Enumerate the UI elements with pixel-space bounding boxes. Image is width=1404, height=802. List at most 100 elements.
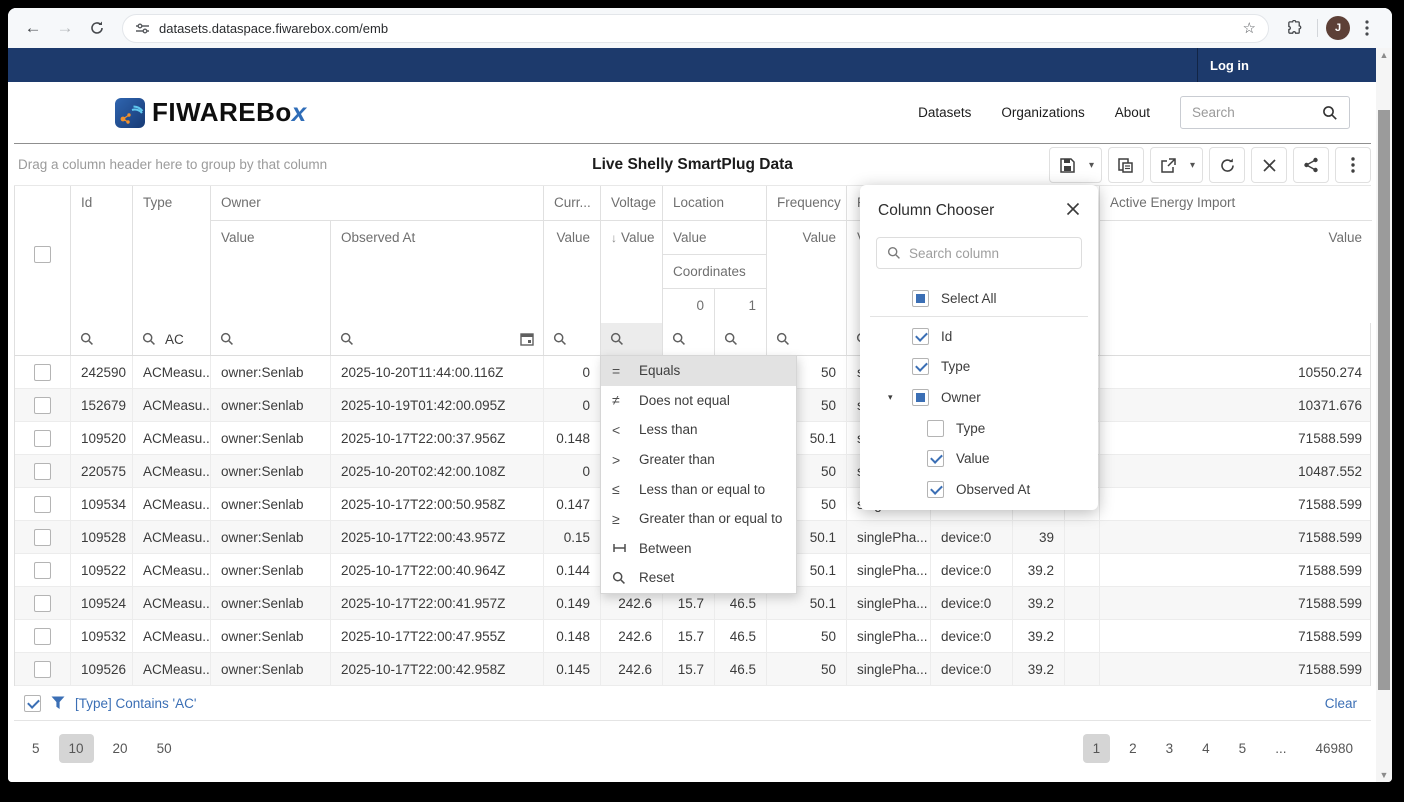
- filter-cell-observed_at[interactable]: [331, 323, 544, 355]
- search-icon[interactable]: [610, 332, 624, 346]
- menu-item-greater-than[interactable]: > Greater than: [601, 445, 796, 475]
- column-header-current-value[interactable]: Value: [544, 221, 601, 323]
- menu-item-less-than[interactable]: < Less than: [601, 415, 796, 445]
- chooser-checkbox[interactable]: [912, 289, 929, 307]
- extensions-icon[interactable]: [1279, 13, 1309, 43]
- chooser-checkbox[interactable]: [912, 388, 929, 406]
- browser-menu-icon[interactable]: [1352, 13, 1382, 43]
- reload-icon[interactable]: [82, 13, 112, 43]
- page-2[interactable]: 2: [1129, 740, 1137, 756]
- search-icon[interactable]: [80, 332, 94, 346]
- column-header-active-energy-value[interactable]: Value: [1100, 221, 1372, 323]
- row-checkbox[interactable]: [34, 561, 51, 579]
- chooser-item-owner[interactable]: ▾ Owner: [888, 385, 981, 409]
- save-button[interactable]: ▾: [1048, 147, 1102, 183]
- chooser-item-id[interactable]: Id: [912, 324, 952, 348]
- scroll-down-icon[interactable]: ▼: [1379, 770, 1389, 780]
- page-1[interactable]: 1: [1082, 733, 1111, 763]
- site-search-input[interactable]: Search: [1180, 96, 1350, 129]
- share-button[interactable]: [1293, 147, 1329, 183]
- menu-item-less-than-or-equal-to[interactable]: ≤ Less than or equal to: [601, 474, 796, 504]
- column-header-coord-1[interactable]: 1: [715, 289, 767, 323]
- filter-cell-id[interactable]: [71, 323, 133, 355]
- chooser-item-type[interactable]: Type: [927, 416, 985, 440]
- search-icon[interactable]: [724, 332, 738, 346]
- chooser-checkbox[interactable]: [912, 327, 929, 345]
- page-size-10[interactable]: 10: [58, 733, 94, 763]
- column-band-coordinates[interactable]: Coordinates: [663, 255, 767, 289]
- copy-button[interactable]: [1107, 147, 1144, 183]
- page-3[interactable]: 3: [1165, 740, 1174, 756]
- profile-avatar[interactable]: J: [1326, 16, 1350, 40]
- filter-funnel-icon[interactable]: [51, 696, 65, 710]
- row-checkbox[interactable]: [34, 627, 51, 645]
- filter-cell-coord0[interactable]: [663, 323, 715, 355]
- refresh-button[interactable]: [1209, 147, 1245, 183]
- menu-item-does-not-equal[interactable]: ≠ Does not equal: [601, 386, 796, 416]
- address-bar[interactable]: datasets.dataspace.fiwarebox.com/emb ☆: [122, 13, 1269, 43]
- filter-panel-text[interactable]: [Type] Contains 'AC': [75, 695, 197, 711]
- page-46980[interactable]: 46980: [1315, 740, 1353, 756]
- filter-enabled-checkbox[interactable]: [24, 694, 41, 712]
- select-all-column[interactable]: [15, 186, 71, 323]
- row-checkbox[interactable]: [34, 429, 51, 447]
- page-size-5[interactable]: 5: [32, 740, 40, 756]
- search-icon[interactable]: [1322, 105, 1338, 121]
- column-chooser-close-icon[interactable]: [1062, 198, 1084, 220]
- column-band-active-energy[interactable]: Active Energy Import: [1100, 186, 1372, 221]
- column-header-coord-0[interactable]: 0: [663, 289, 715, 323]
- filter-cell-energy[interactable]: [1100, 323, 1372, 355]
- filter-value-type[interactable]: AC: [165, 331, 184, 347]
- column-band-frequency[interactable]: Frequency: [767, 186, 847, 221]
- bookmark-star-icon[interactable]: ☆: [1242, 20, 1256, 37]
- row-checkbox[interactable]: [34, 594, 51, 612]
- chooser-item-value[interactable]: Value: [927, 446, 990, 470]
- chooser-item-select-all[interactable]: Select All: [912, 286, 997, 310]
- filter-cell-type[interactable]: AC: [133, 323, 211, 355]
- menu-item-equals[interactable]: = Equals: [601, 356, 796, 386]
- menu-item-greater-than-or-equal-to[interactable]: ≥ Greater than or equal to: [601, 504, 796, 534]
- chooser-checkbox[interactable]: [912, 357, 929, 375]
- page-scrollbar[interactable]: ▲ ▼: [1376, 48, 1392, 782]
- menu-item-between[interactable]: Between: [601, 534, 796, 564]
- export-caret-icon[interactable]: ▾: [1189, 159, 1195, 171]
- row-checkbox[interactable]: [34, 396, 51, 414]
- brand-logo[interactable]: FIWAREBox: [115, 97, 307, 128]
- search-icon[interactable]: [672, 332, 686, 346]
- filter-cell-frequency[interactable]: [767, 323, 847, 355]
- scroll-up-icon[interactable]: ▲: [1379, 50, 1389, 60]
- more-options-button[interactable]: [1335, 147, 1371, 183]
- page-size-20[interactable]: 20: [112, 740, 128, 756]
- chooser-checkbox[interactable]: [927, 449, 944, 467]
- chooser-checkbox[interactable]: [927, 480, 944, 498]
- filter-cell-extra[interactable]: [1065, 323, 1100, 355]
- chooser-item-observed-at[interactable]: Observed At: [927, 477, 1030, 501]
- column-band-current[interactable]: Curr...: [544, 186, 601, 221]
- column-band-voltage[interactable]: Voltage: [601, 186, 663, 221]
- nav-link-organizations[interactable]: Organizations: [1001, 105, 1085, 120]
- column-header-id[interactable]: Id: [71, 186, 133, 323]
- filter-clear-button[interactable]: Clear: [1324, 695, 1357, 711]
- site-settings-icon[interactable]: [135, 21, 150, 36]
- table-row[interactable]: 109532 ACMeasu... owner:Senlab 2025-10-17T2…: [15, 620, 1370, 653]
- save-caret-icon[interactable]: ▾: [1088, 159, 1094, 171]
- column-header-observed-at[interactable]: Observed At: [331, 221, 544, 323]
- column-header-voltage-value[interactable]: ↓ Value: [601, 221, 663, 323]
- table-row[interactable]: 109526 ACMeasu... owner:Senlab 2025-10-17T2…: [15, 653, 1370, 686]
- select-all-checkbox[interactable]: [34, 246, 51, 263]
- row-checkbox[interactable]: [34, 363, 51, 381]
- search-icon[interactable]: [340, 332, 354, 346]
- row-checkbox[interactable]: [34, 660, 51, 678]
- page-size-50[interactable]: 50: [156, 740, 172, 756]
- close-grid-button[interactable]: [1251, 147, 1287, 183]
- expand-arrow-icon[interactable]: ▾: [888, 391, 893, 402]
- column-header-frequency-value[interactable]: Value: [767, 221, 847, 323]
- login-link[interactable]: Log in: [1210, 57, 1249, 73]
- nav-link-datasets[interactable]: Datasets: [918, 105, 972, 120]
- forward-icon[interactable]: →: [56, 18, 74, 37]
- back-icon[interactable]: ←: [24, 18, 42, 37]
- chooser-checkbox[interactable]: [927, 419, 944, 437]
- search-icon[interactable]: [220, 332, 234, 346]
- filter-cell-current[interactable]: [544, 323, 601, 355]
- column-header-type[interactable]: Type: [133, 186, 211, 323]
